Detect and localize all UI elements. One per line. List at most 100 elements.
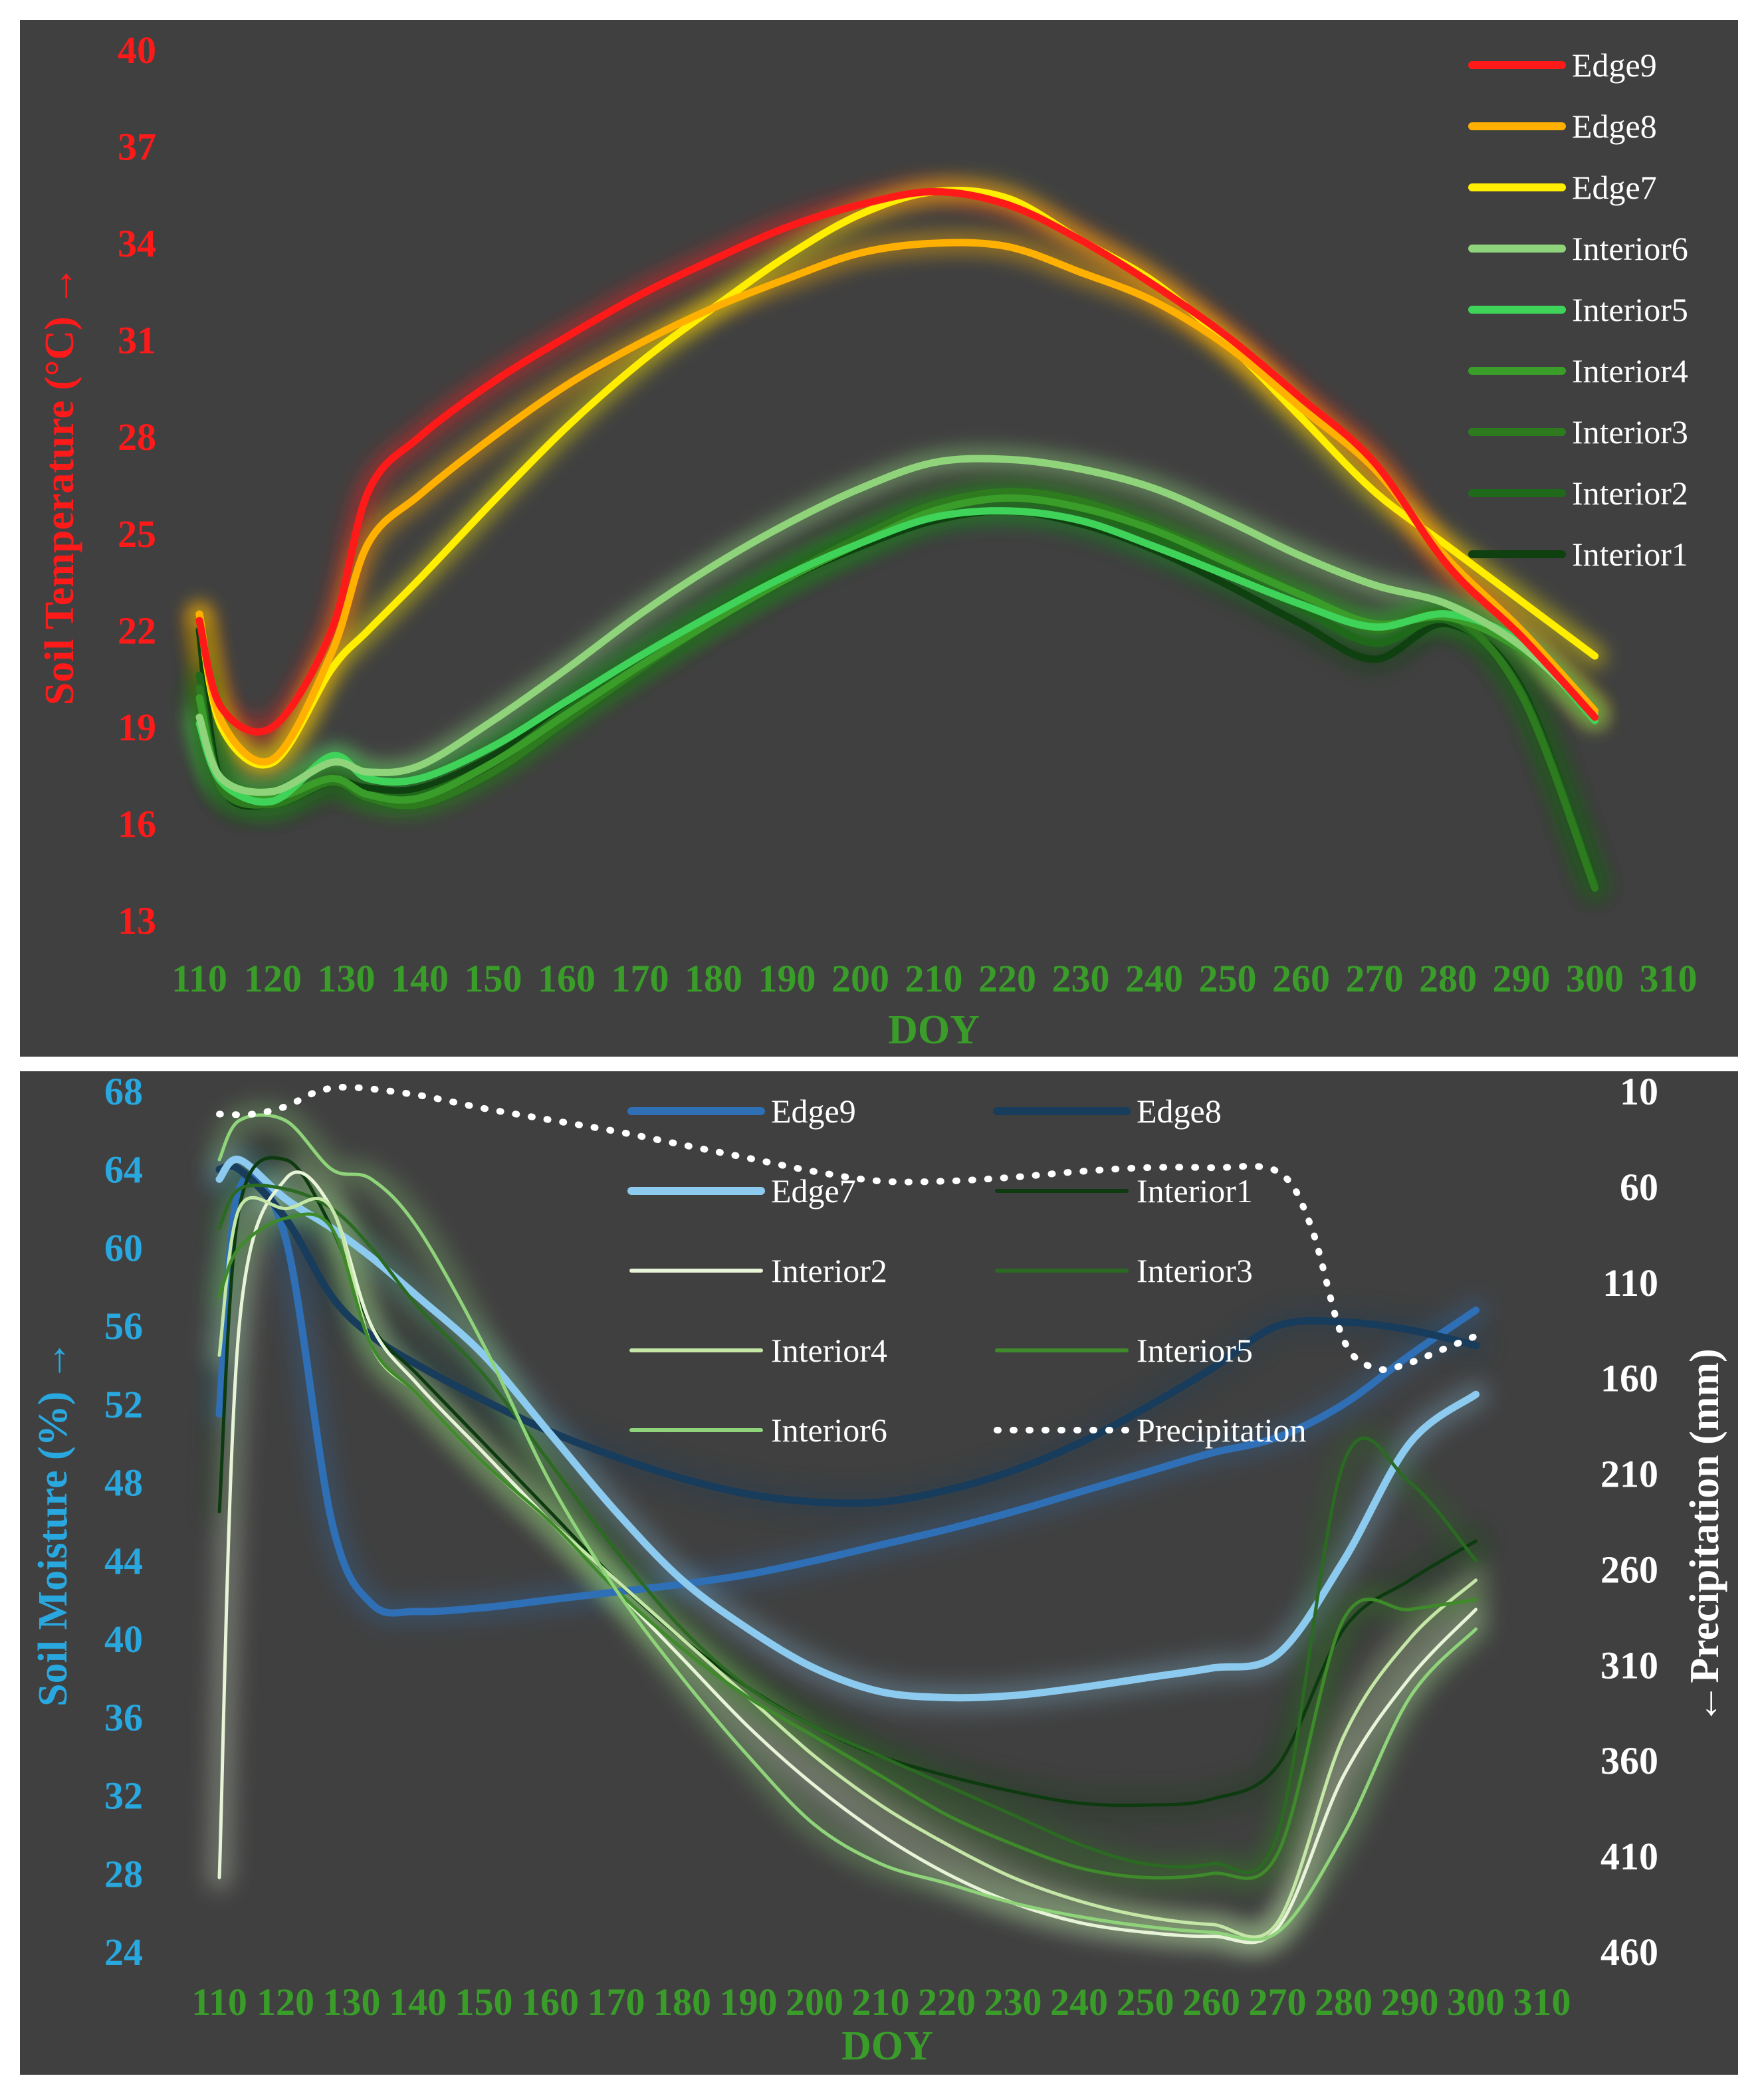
y-tick-label: 22 bbox=[118, 609, 156, 652]
x-tick-label: 140 bbox=[389, 1980, 447, 2024]
right-y-tick-label: 10 bbox=[1620, 1071, 1658, 1113]
x-tick-label: 280 bbox=[1419, 957, 1477, 1000]
x-tick-label: 120 bbox=[257, 1980, 314, 2024]
legend-label-edge7: Edge7 bbox=[771, 1172, 856, 1209]
x-tick-label: 310 bbox=[1513, 1980, 1571, 2024]
legend-label-interior5: Interior5 bbox=[1137, 1332, 1253, 1369]
right-y-tick-label: 310 bbox=[1600, 1643, 1658, 1687]
x-tick-label: 180 bbox=[685, 957, 742, 1000]
legend-label-interior1: Interior1 bbox=[1572, 536, 1688, 573]
x-tick-label: 300 bbox=[1566, 957, 1624, 1000]
y-tick-label: 37 bbox=[118, 126, 156, 169]
legend-label-interior6: Interior6 bbox=[1572, 230, 1688, 267]
y-tick-label: 28 bbox=[104, 1852, 143, 1895]
x-tick-label: 190 bbox=[720, 1980, 778, 2024]
x-tick-label: 180 bbox=[653, 1980, 711, 2024]
x-tick-label: 280 bbox=[1315, 1980, 1373, 2024]
legend-label-interior6: Interior6 bbox=[771, 1412, 887, 1449]
y-tick-label: 19 bbox=[118, 706, 156, 749]
series-line-edge9 bbox=[195, 188, 1598, 736]
series-line-edge7 bbox=[195, 187, 1598, 769]
soil-moisture-panel: 24 28 32 36 40 44 48 52 56 60 64 68 10 60 110 160 210 260… bbox=[20, 1071, 1738, 2075]
x-axis-label: DOY bbox=[841, 2024, 933, 2069]
y-tick-label: 68 bbox=[104, 1071, 143, 1113]
right-y-tick-label: 260 bbox=[1600, 1548, 1658, 1591]
right-y-tick-label: 160 bbox=[1600, 1357, 1658, 1400]
legend-label-edge8: Edge8 bbox=[1572, 108, 1657, 145]
series-line-interior5 bbox=[217, 1212, 1478, 1880]
legend-label-interior5: Interior5 bbox=[1572, 291, 1688, 328]
series-line-interior6 bbox=[195, 455, 1598, 796]
legend-label-edge7: Edge7 bbox=[1572, 169, 1657, 206]
legend-label-interior3: Interior3 bbox=[1572, 413, 1688, 451]
series-line-interior4 bbox=[217, 1196, 1478, 1939]
legend-label-interior2: Interior2 bbox=[771, 1252, 887, 1289]
tick-layer: 13 16 19 22 25 28 31 34 37 40 110 120 130 140 150 160 17… bbox=[118, 29, 1698, 1000]
x-tick-label: 310 bbox=[1640, 957, 1698, 1000]
x-tick-label: 140 bbox=[391, 957, 449, 1000]
x-tick-label: 210 bbox=[905, 957, 963, 1000]
series-layer bbox=[188, 179, 1606, 900]
right-y-tick-label: 410 bbox=[1600, 1835, 1658, 1878]
series-line-edge8 bbox=[215, 1162, 1480, 1507]
y-tick-label: 31 bbox=[118, 319, 156, 362]
x-tick-label: 120 bbox=[244, 957, 302, 1000]
series-glow-interior1 bbox=[188, 499, 1606, 900]
x-tick-label: 300 bbox=[1447, 1980, 1505, 2024]
x-tick-label: 160 bbox=[538, 957, 596, 1000]
series-line-edge8 bbox=[195, 239, 1598, 766]
legend-label-edge9: Edge9 bbox=[771, 1093, 856, 1130]
x-tick-label: 290 bbox=[1381, 1980, 1439, 2024]
x-tick-label: 290 bbox=[1493, 957, 1551, 1000]
series-line-interior1 bbox=[195, 507, 1598, 892]
y-tick-label: 52 bbox=[104, 1383, 143, 1426]
x-tick-label: 220 bbox=[918, 1980, 976, 2024]
soil-temperature-chart: 13 16 19 22 25 28 31 34 37 40 110 120 130 140 150 160 17… bbox=[37, 29, 1698, 1053]
x-tick-label: 250 bbox=[1117, 1980, 1174, 2024]
right-y-tick-label: 110 bbox=[1602, 1261, 1658, 1305]
x-tick-label: 130 bbox=[318, 957, 376, 1000]
x-tick-label: 230 bbox=[984, 1980, 1042, 2024]
x-tick-label: 260 bbox=[1272, 957, 1330, 1000]
x-tick-label: 200 bbox=[831, 957, 889, 1000]
y-axis-label: Soil Moisture (%) → bbox=[31, 1340, 76, 1707]
x-tick-label: 270 bbox=[1346, 957, 1404, 1000]
y-axis-label: Soil Temperature (°C) → bbox=[37, 265, 82, 706]
y-tick-label: 16 bbox=[118, 802, 156, 845]
y-tick-label: 40 bbox=[104, 1618, 143, 1661]
series-line-interior6 bbox=[217, 1113, 1478, 1942]
x-tick-label: 270 bbox=[1249, 1980, 1307, 2024]
x-tick-label: 160 bbox=[521, 1980, 579, 2024]
soil-temperature-panel: 13 16 19 22 25 28 31 34 37 40 110 120 130 140 150 160 17… bbox=[20, 20, 1738, 1057]
x-axis-label: DOY bbox=[888, 1007, 980, 1053]
x-tick-label: 130 bbox=[323, 1980, 381, 2024]
right-y-tick-label: 60 bbox=[1620, 1166, 1658, 1209]
y-tick-label: 28 bbox=[118, 415, 156, 459]
x-tick-label: 150 bbox=[455, 1980, 513, 2024]
legend-label-interior3: Interior3 bbox=[1137, 1252, 1253, 1289]
series-line-edge7 bbox=[215, 1156, 1480, 1702]
y-tick-label: 40 bbox=[118, 29, 156, 72]
y-tick-label: 44 bbox=[104, 1539, 143, 1582]
legend-label-interior1: Interior1 bbox=[1137, 1172, 1253, 1209]
legend-label-edge8: Edge8 bbox=[1137, 1093, 1222, 1130]
right-y-tick-label: 210 bbox=[1600, 1453, 1658, 1496]
series-glow-interior2 bbox=[188, 486, 1606, 896]
x-tick-label: 170 bbox=[611, 957, 669, 1000]
x-tick-label: 240 bbox=[1125, 957, 1183, 1000]
legend-label-precipitation: Precipitation bbox=[1137, 1412, 1307, 1449]
y-tick-label: 64 bbox=[104, 1148, 143, 1192]
x-tick-label: 230 bbox=[1052, 957, 1110, 1000]
x-tick-label: 210 bbox=[852, 1980, 910, 2024]
legend: Edge9 Edge8 Edge7 Interior6 Interior5 Interio… bbox=[1468, 47, 1688, 573]
legend-label-interior4: Interior4 bbox=[1572, 352, 1688, 389]
y-tick-label: 25 bbox=[118, 512, 156, 556]
right-y-tick-label: 460 bbox=[1600, 1931, 1658, 1974]
series-line-precipitation bbox=[216, 1083, 1480, 1374]
x-tick-label: 150 bbox=[465, 957, 522, 1000]
x-tick-label: 110 bbox=[191, 1980, 247, 2024]
right-y-axis-label: ←Precipitation (mm) bbox=[1682, 1348, 1727, 1724]
x-tick-label: 190 bbox=[758, 957, 816, 1000]
right-y-tick-label: 360 bbox=[1600, 1739, 1658, 1782]
y-tick-label: 34 bbox=[118, 222, 156, 265]
